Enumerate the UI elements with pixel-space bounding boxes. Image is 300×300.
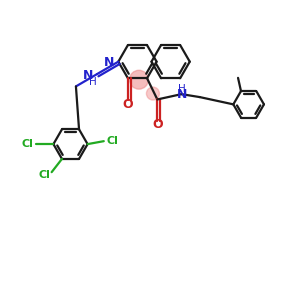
Circle shape xyxy=(146,87,159,100)
Text: Cl: Cl xyxy=(38,170,50,180)
Text: N: N xyxy=(177,88,187,101)
Text: H: H xyxy=(89,77,97,87)
Text: Cl: Cl xyxy=(22,139,33,149)
Text: H: H xyxy=(178,84,185,94)
Text: O: O xyxy=(123,98,133,111)
Text: N: N xyxy=(83,69,93,82)
Circle shape xyxy=(130,70,148,89)
Text: Cl: Cl xyxy=(106,136,118,146)
Text: O: O xyxy=(152,118,163,131)
Text: N: N xyxy=(104,56,114,69)
